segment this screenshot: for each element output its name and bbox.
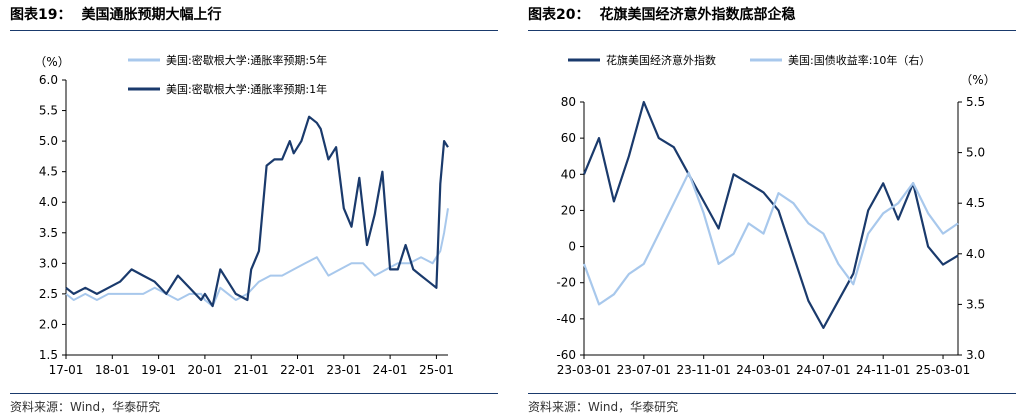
y-right-axis-unit: （%） bbox=[960, 73, 995, 87]
y-tick-label: 3.0 bbox=[39, 256, 58, 270]
x-tick-label: 18-01 bbox=[95, 363, 130, 377]
y-right-tick-label: 4.5 bbox=[966, 196, 985, 210]
y-left-tick-label: -60 bbox=[556, 348, 576, 362]
chart-economic-surprise: 80 60 40 20 0 -20 -40 -60 5.5 5.0 4.5 4.0 3.5 3.0 （%） 2… bbox=[556, 53, 995, 377]
y-tick-label: 6.0 bbox=[39, 73, 58, 87]
figure-20-source: 资料来源：Wind，华泰研究 bbox=[528, 400, 679, 414]
x-tick-label: 19-01 bbox=[141, 363, 176, 377]
y-right-tick-label: 5.5 bbox=[966, 95, 985, 109]
y-tick-label: 5.0 bbox=[39, 134, 58, 148]
figure-19-label: 图表19： bbox=[10, 7, 72, 23]
y-right-tick-label: 3.5 bbox=[966, 297, 985, 311]
y-tick-label: 2.5 bbox=[39, 287, 58, 301]
figure-19-title-text: 美国通胀预期大幅上行 bbox=[81, 7, 222, 23]
series-line-surprise-index bbox=[582, 100, 959, 329]
x-tick-label: 25-03-01 bbox=[916, 363, 970, 377]
x-tick-label: 25-01 bbox=[419, 363, 454, 377]
figure-20-label: 图表20： bbox=[528, 7, 590, 23]
y-tick-label: 5.5 bbox=[39, 104, 58, 118]
y-axis-unit: （%） bbox=[34, 55, 69, 69]
legend-label: 花旗美国经济意外指数 bbox=[606, 53, 716, 67]
y-left-tick-label: 20 bbox=[561, 203, 576, 217]
x-tick-label: 24-07-01 bbox=[796, 363, 850, 377]
x-tick-label: 23-01 bbox=[326, 363, 361, 377]
y-tick-label: 3.5 bbox=[39, 226, 58, 240]
figure-20-top-rule bbox=[528, 30, 1016, 31]
x-tick-label: 24-03-01 bbox=[736, 363, 790, 377]
chart-inflation-expectations: 6.0 5.5 5.0 4.5 4.0 3.5 3.0 2.5 2.0 1.5 （%） 17-01 18… bbox=[34, 53, 454, 377]
figure-19: 图表19： 美国通胀预期大幅上行 6.0 5.5 5.0 4.5 4.0 3.5 3.0 2.5… bbox=[0, 0, 506, 420]
y-tick-label: 4.0 bbox=[39, 195, 58, 209]
x-tick-label: 17-01 bbox=[49, 363, 84, 377]
x-tick-label: 20-01 bbox=[187, 363, 222, 377]
figure-20-title: 图表20： 花旗美国经济意外指数底部企稳 bbox=[528, 4, 795, 24]
legend-label: 美国:国债收益率:10年（右） bbox=[788, 53, 930, 67]
figure-20-bottom-rule bbox=[528, 393, 1016, 394]
y-left-tick-label: 40 bbox=[561, 167, 576, 181]
legend-label: 美国:密歇根大学:通胀率预期:1年 bbox=[166, 82, 327, 96]
figure-19-top-rule bbox=[10, 30, 498, 31]
y-right-tick-label: 3.0 bbox=[966, 348, 985, 362]
series-line-1yr bbox=[65, 115, 449, 308]
y-tick-label: 1.5 bbox=[39, 348, 58, 362]
x-tick-label: 23-03-01 bbox=[557, 363, 611, 377]
figure-20: 图表20： 花旗美国经济意外指数底部企稳 80 60 40 20 0 -20 -40 -60 5.… bbox=[518, 0, 1024, 420]
series-line-5yr bbox=[65, 208, 449, 308]
y-right-tick-label: 4.0 bbox=[966, 247, 985, 261]
y-right-tick-label: 5.0 bbox=[966, 146, 985, 160]
x-tick-label: 24-01 bbox=[373, 363, 408, 377]
y-left-tick-label: 60 bbox=[561, 131, 576, 145]
figure-19-source: 资料来源：Wind，华泰研究 bbox=[10, 400, 161, 414]
legend-label: 美国:密歇根大学:通胀率预期:5年 bbox=[166, 53, 327, 67]
x-tick-label: 24-11-01 bbox=[856, 363, 910, 377]
y-left-tick-label: 0 bbox=[568, 240, 576, 254]
figure-20-title-text: 花旗美国经济意外指数底部企稳 bbox=[599, 7, 796, 23]
figure-19-title: 图表19： 美国通胀预期大幅上行 bbox=[10, 4, 221, 24]
figure-19-bottom-rule bbox=[10, 393, 498, 394]
y-left-tick-label: 80 bbox=[561, 95, 576, 109]
x-tick-label: 23-07-01 bbox=[617, 363, 671, 377]
x-tick-label: 23-11-01 bbox=[676, 363, 730, 377]
series-line-10y-yield bbox=[582, 171, 959, 306]
y-left-tick-label: -40 bbox=[556, 312, 576, 326]
y-tick-label: 4.5 bbox=[39, 165, 58, 179]
y-left-tick-label: -20 bbox=[556, 276, 576, 290]
x-tick-label: 22-01 bbox=[280, 363, 315, 377]
y-tick-label: 2.0 bbox=[39, 317, 58, 331]
x-tick-label: 21-01 bbox=[234, 363, 269, 377]
